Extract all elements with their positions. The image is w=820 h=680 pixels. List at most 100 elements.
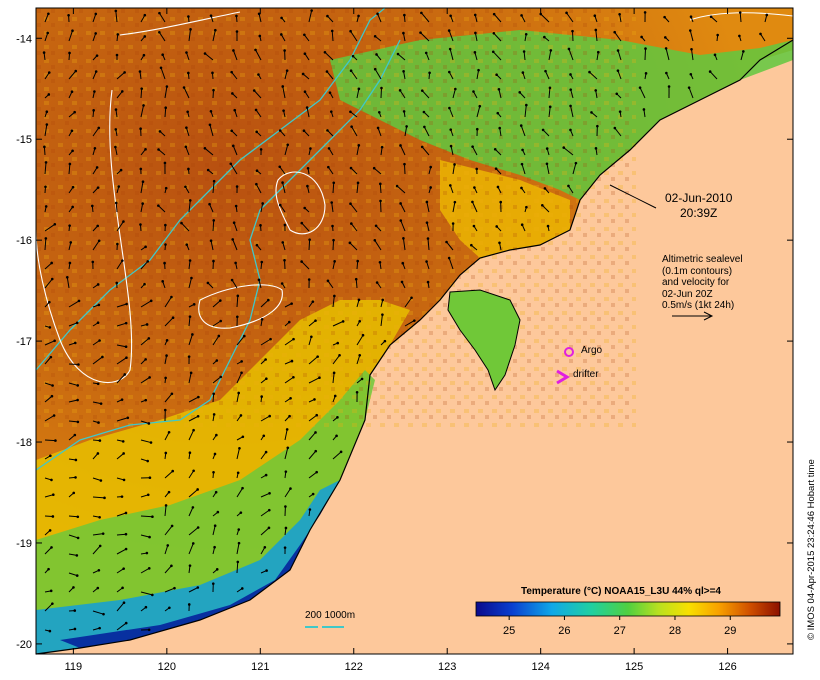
velocity-arrow-head	[125, 356, 128, 359]
velocity-arrow	[188, 527, 199, 536]
velocity-arrow-head	[191, 542, 195, 545]
plot-frame	[35, 7, 794, 655]
velocity-arrow	[140, 439, 152, 444]
velocity-arrow-head	[331, 224, 334, 228]
velocity-arrow	[255, 183, 262, 194]
velocity-arrow	[350, 223, 358, 232]
velocity-arrow-head	[236, 560, 240, 564]
lon-tick-label: 121	[251, 661, 269, 673]
velocity-arrow-head	[423, 125, 426, 129]
velocity-arrow-head	[689, 15, 693, 19]
velocity-arrow-head	[615, 92, 619, 96]
velocity-arrow-head	[303, 206, 307, 210]
velocity-arrow	[709, 71, 718, 80]
velocity-arrow	[426, 261, 430, 270]
velocity-arrow-head	[303, 52, 307, 56]
velocity-arrow-head	[148, 376, 151, 379]
velocity-arrow-head	[398, 89, 402, 92]
velocity-arrow-head	[69, 241, 73, 244]
velocity-arrow-head	[121, 586, 124, 590]
velocity-arrow-head	[74, 458, 78, 462]
velocity-arrow	[452, 202, 456, 213]
velocity-arrow-head	[713, 53, 717, 57]
velocity-arrow	[68, 515, 78, 518]
velocity-arrow-head	[70, 90, 74, 94]
velocity-arrow	[420, 32, 430, 42]
velocity-arrow-head	[49, 589, 53, 593]
velocity-arrow-head	[98, 544, 102, 548]
velocity-arrow-head	[46, 31, 50, 35]
velocity-arrow-head	[240, 371, 243, 375]
velocity-arrow	[327, 280, 334, 289]
velocity-arrow-head	[158, 130, 162, 133]
velocity-arrow	[450, 145, 454, 156]
velocity-arrow	[332, 451, 342, 460]
velocity-arrow-head	[644, 72, 648, 75]
velocity-arrow-head	[300, 221, 304, 225]
velocity-arrow-head	[50, 394, 54, 398]
velocity-arrow	[400, 145, 406, 156]
velocity-arrow	[260, 338, 271, 346]
velocity-arrow-head	[372, 166, 376, 170]
velocity-arrow	[188, 470, 195, 479]
velocity-arrow-head	[191, 333, 194, 336]
velocity-arrow	[232, 239, 238, 251]
velocity-arrow	[284, 429, 288, 441]
velocity-arrow-head	[413, 319, 416, 322]
velocity-arrow-head	[257, 12, 261, 16]
velocity-arrow	[92, 340, 100, 346]
velocity-arrow-head	[143, 35, 147, 38]
velocity-arrow-head	[96, 586, 100, 590]
velocity-arrow-head	[54, 439, 57, 442]
velocity-arrow-head	[314, 319, 317, 322]
velocity-arrow-head	[170, 392, 174, 396]
velocity-arrow	[92, 356, 103, 365]
velocity-arrow	[355, 279, 358, 289]
velocity-arrow	[308, 414, 318, 422]
velocity-arrow-head	[93, 90, 96, 93]
velocity-arrow	[595, 29, 598, 42]
velocity-arrow-head	[234, 261, 237, 265]
velocity-arrow-head	[613, 126, 617, 130]
velocity-arrow-head	[449, 184, 452, 187]
velocity-arrow	[140, 14, 146, 23]
velocity-arrow-head	[473, 51, 477, 54]
velocity-arrow-head	[51, 515, 55, 518]
velocity-arrow-head	[477, 68, 480, 72]
velocity-arrow-head	[141, 202, 144, 205]
velocity-arrow	[619, 14, 622, 23]
velocity-arrow-head	[232, 221, 236, 225]
velocity-arrow	[379, 183, 382, 194]
velocity-arrow-head	[285, 69, 289, 72]
velocity-arrow	[188, 415, 199, 422]
velocity-arrow-head	[164, 376, 167, 380]
velocity-arrow	[68, 163, 71, 175]
velocity-arrow-head	[326, 279, 330, 283]
velocity-arrow-head	[74, 69, 78, 73]
velocity-arrow-head	[145, 323, 149, 326]
velocity-arrow	[164, 505, 167, 517]
velocity-arrow-head	[122, 567, 125, 570]
velocity-arrow	[68, 534, 79, 539]
velocity-arrow-head	[98, 626, 101, 630]
lon-tick-label: 124	[531, 661, 549, 673]
velocity-arrow-head	[212, 259, 215, 263]
velocity-arrow-head	[447, 256, 451, 260]
velocity-arrow-head	[234, 204, 238, 208]
velocity-arrow	[92, 240, 100, 251]
velocity-arrow-head	[545, 147, 549, 150]
lon-axis: 119 120 121 122 123 124 125 126	[65, 8, 737, 673]
velocity-arrow-head	[373, 239, 377, 242]
velocity-arrow	[164, 317, 174, 327]
velocity-arrow-head	[142, 53, 146, 57]
velocity-arrow	[449, 185, 454, 194]
altimetry-line: 0.5m/s (1kt 24h)	[662, 300, 735, 311]
velocity-arrow-head	[380, 145, 384, 149]
velocity-arrow-head	[203, 147, 207, 150]
velocity-arrow	[617, 50, 622, 61]
velocity-arrow-head	[448, 106, 451, 110]
velocity-arrow	[236, 295, 239, 308]
velocity-arrow-head	[355, 390, 359, 394]
altimetry-line: 02-Jun 20Z	[662, 288, 713, 300]
velocity-arrow-head	[357, 144, 361, 147]
